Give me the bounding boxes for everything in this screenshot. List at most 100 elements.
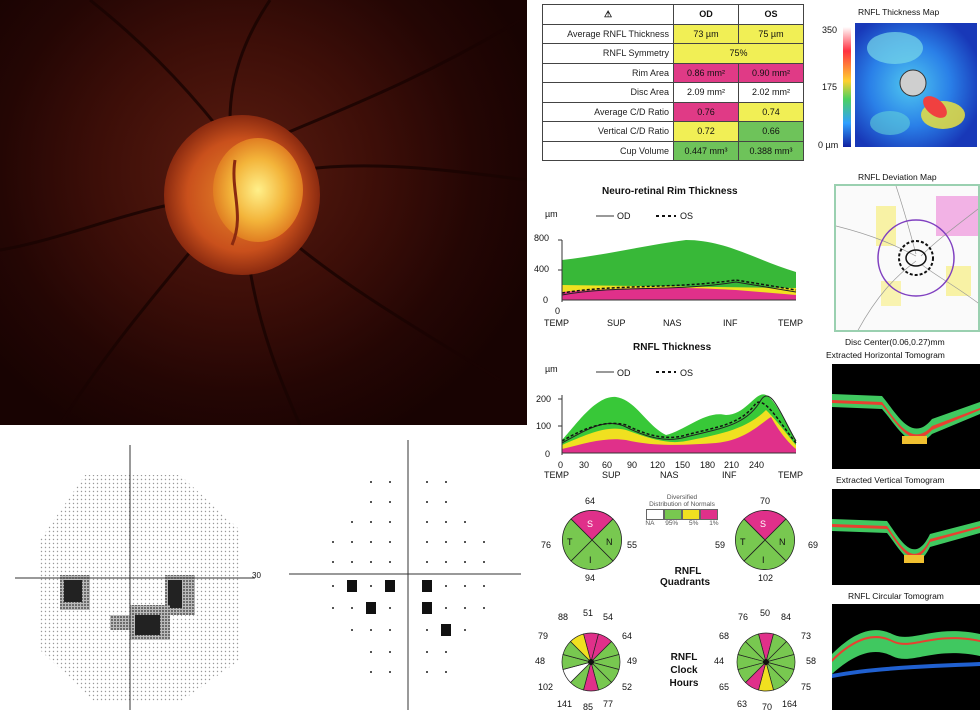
vf-normal-point (445, 481, 447, 483)
od-clock-value: 141 (557, 699, 573, 709)
vf-normal-point (332, 607, 334, 609)
vf-normal-point (483, 585, 485, 587)
scale-top-label: 350 (822, 25, 838, 35)
rnfl-x-region: TEMP (544, 470, 570, 480)
od-clock-value: 64 (622, 631, 633, 641)
od-quad-bottom-value: 94 (585, 573, 596, 583)
rnfl-y-tick: 0 (545, 449, 551, 459)
vf-normal-point (445, 541, 447, 543)
vf-normal-point (370, 541, 372, 543)
od-clock-value: 48 (535, 656, 546, 666)
rim-x-tick: TEMP (544, 318, 570, 328)
row-label: Average C/D Ratio (542, 101, 674, 122)
horizontal-tomogram (832, 364, 980, 469)
os-clock-value: 164 (782, 699, 798, 709)
clock-center-dot (763, 659, 769, 665)
vf-normal-point (426, 481, 428, 483)
os-quadrant-pie (735, 510, 795, 570)
vf-normal-point (445, 561, 447, 563)
vertical-tomogram (832, 489, 980, 585)
os-value: 0.66 (738, 121, 804, 142)
vf-normal-point (426, 561, 428, 563)
legend-label: 95% (665, 520, 679, 527)
scale-mid-label: 175 (822, 82, 838, 92)
legend-label: NA (645, 520, 655, 527)
clock-label-line1: RNFL (670, 652, 698, 663)
od-value: 73 µm (673, 23, 739, 44)
od-clock-value: 51 (583, 608, 594, 618)
row-label: RNFL Symmetry (542, 43, 674, 64)
rim-y-tick: 0 (543, 295, 549, 305)
od-clock-value: 52 (622, 682, 633, 692)
vf-normal-point (389, 607, 391, 609)
vf-normal-point (351, 541, 353, 543)
rnfl-x-tick: 30 (579, 460, 590, 470)
vf-normal-point (483, 541, 485, 543)
vf-normal-point (483, 607, 485, 609)
vf-normal-point (351, 561, 353, 563)
vf-normal-point (464, 561, 466, 563)
thickness-color-scale (843, 27, 851, 147)
os-clock-value: 58 (806, 656, 817, 666)
circular-tomogram-title: RNFL Circular Tomogram (848, 591, 944, 601)
row-label: Cup Volume (542, 140, 674, 161)
vf-normal-point (426, 629, 428, 631)
legend-swatches (640, 509, 724, 520)
od-clock-value: 49 (627, 656, 638, 666)
os-clock-value: 65 (719, 682, 730, 692)
os-clock-value: 44 (714, 656, 725, 666)
vf-normal-point (483, 561, 485, 563)
header-od: OD (673, 4, 739, 25)
rnfl-x-tick: 240 (749, 460, 765, 470)
vf-depressed-point (441, 624, 451, 636)
os-quad-bottom-value: 102 (758, 573, 774, 583)
horizontal-tomogram-title: Extracted Horizontal Tomogram (826, 350, 945, 360)
rim-x-tick: TEMP (778, 318, 804, 328)
os-clock-value: 75 (801, 682, 812, 692)
rim-x-tick: SUP (607, 318, 626, 328)
thickness-map (855, 23, 977, 147)
od-clock-value: 77 (603, 699, 614, 709)
vf-normal-point (389, 541, 391, 543)
od-clock-value: 102 (538, 682, 554, 692)
legend-title-line2: Distribution of Normals (649, 501, 715, 508)
visual-field-grayscale (15, 445, 255, 710)
rnfl-x-tick: 0 (558, 460, 564, 470)
table-row: Vertical C/D Ratio 0.72 0.66 (542, 121, 804, 142)
od-clock-value: 88 (558, 612, 569, 622)
os-quad-t: T (740, 537, 746, 547)
vf-depressed-point (422, 580, 432, 592)
rim-legend-od: OD (617, 211, 631, 221)
os-clock-value: 50 (760, 608, 771, 618)
os-value: 75 µm (738, 23, 804, 44)
os-quad-top-value: 70 (760, 496, 771, 506)
clock-sector (569, 633, 592, 664)
rnfl-x-tick: 210 (724, 460, 740, 470)
od-quad-t: T (567, 537, 573, 547)
vf-normal-point (445, 607, 447, 609)
vf-depressed-point (385, 580, 395, 592)
table-row: Rim Area 0.86 mm² 0.90 mm² (542, 62, 804, 83)
od-clock-value: 54 (603, 612, 614, 622)
vf-normal-point (351, 521, 353, 523)
os-clock-value: 70 (762, 702, 773, 710)
vf-normal-point (370, 481, 372, 483)
deviation-map (834, 184, 980, 332)
vf-normal-point (445, 651, 447, 653)
clock-label-line3: Hours (669, 678, 699, 689)
scale-bottom-label: 0 µm (818, 140, 839, 150)
legend-title-line1: Diversified (666, 494, 698, 501)
rnfl-x-tick: 180 (700, 460, 716, 470)
quadrants-label: RNFL Quadrants (660, 566, 710, 588)
legend-labels: NA 95% 5% 1% (640, 520, 724, 527)
os-clock-value: 73 (801, 631, 812, 641)
os-value: 0.74 (738, 101, 804, 122)
rim-chart-plot (558, 215, 797, 302)
vf-normal-point (445, 501, 447, 503)
od-quad-n: N (606, 537, 613, 547)
table-row: RNFL Symmetry 75% (542, 43, 804, 64)
vf-normal-point (464, 585, 466, 587)
deviation-map-title: RNFL Deviation Map (858, 172, 937, 182)
rim-x-tick: NAS (663, 318, 682, 328)
vf-normal-point (464, 607, 466, 609)
